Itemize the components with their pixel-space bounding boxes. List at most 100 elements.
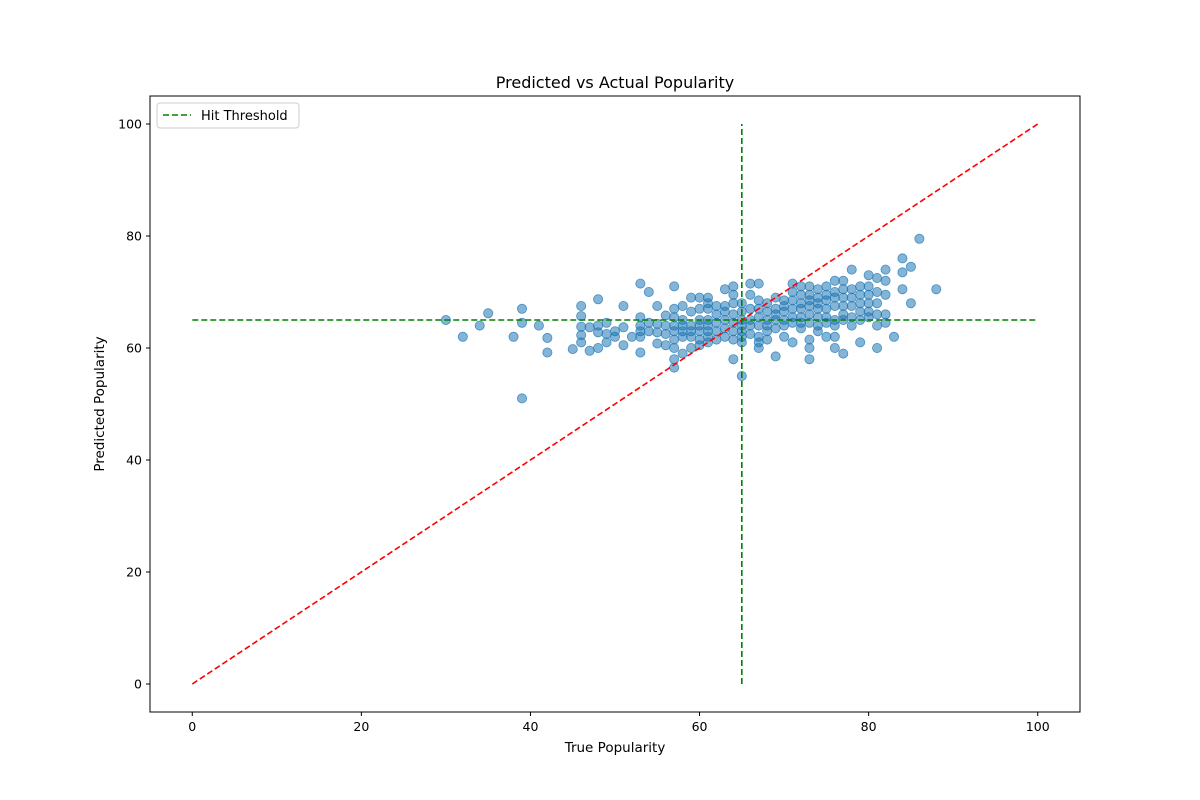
data-point <box>931 284 942 295</box>
data-point <box>618 340 629 351</box>
data-point <box>863 298 874 309</box>
data-point <box>872 320 883 331</box>
data-point <box>745 289 756 300</box>
data-point <box>753 278 764 289</box>
data-point <box>829 300 840 311</box>
data-point <box>762 306 773 317</box>
data-point <box>812 284 823 295</box>
data-point <box>812 326 823 337</box>
data-point <box>576 300 587 311</box>
data-point <box>838 292 849 303</box>
data-point <box>593 342 604 353</box>
data-point <box>846 300 857 311</box>
x-tick-label: 0 <box>188 719 196 734</box>
x-tick-label: 80 <box>861 719 877 734</box>
data-point <box>618 322 629 333</box>
data-point <box>838 284 849 295</box>
data-point <box>517 303 528 314</box>
data-point <box>804 281 815 292</box>
data-point <box>812 303 823 314</box>
data-point <box>889 331 900 342</box>
data-point <box>660 328 671 339</box>
data-point <box>576 337 587 348</box>
legend: Hit Threshold <box>156 102 300 129</box>
data-point <box>872 342 883 353</box>
data-point <box>542 332 553 343</box>
data-point <box>796 303 807 314</box>
data-point <box>905 261 916 272</box>
data-point <box>897 267 908 278</box>
data-point <box>855 289 866 300</box>
data-point <box>474 320 485 331</box>
data-point <box>728 334 739 345</box>
data-point <box>728 354 739 365</box>
data-point <box>846 264 857 275</box>
data-point <box>804 342 815 353</box>
identity-line <box>191 123 1039 685</box>
data-point <box>652 300 663 311</box>
y-tick-label: 40 <box>126 453 142 468</box>
data-point <box>796 323 807 334</box>
data-point <box>660 320 671 331</box>
data-point <box>677 331 688 342</box>
data-point <box>838 300 849 311</box>
data-point <box>669 334 680 345</box>
y-tick-label: 80 <box>126 229 142 244</box>
data-point <box>711 300 722 311</box>
data-point <box>897 284 908 295</box>
chart-title: Predicted vs Actual Popularity <box>496 73 734 92</box>
data-point <box>753 342 764 353</box>
data-point <box>872 309 883 320</box>
data-point <box>745 320 756 331</box>
data-point <box>745 303 756 314</box>
data-point <box>584 322 595 333</box>
data-point <box>669 342 680 353</box>
y-tick-label: 60 <box>126 341 142 356</box>
data-point <box>821 331 832 342</box>
data-point <box>686 342 697 353</box>
x-axis-title: True Popularity <box>564 740 666 756</box>
data-point <box>787 303 798 314</box>
data-point <box>863 281 874 292</box>
data-point <box>872 286 883 297</box>
data-point <box>779 320 790 331</box>
reference-lines <box>191 123 1039 685</box>
data-point <box>745 328 756 339</box>
data-point <box>779 331 790 342</box>
data-point <box>804 300 815 311</box>
data-point <box>669 354 680 365</box>
data-point <box>593 294 604 305</box>
data-point <box>821 295 832 306</box>
data-point <box>669 281 680 292</box>
data-point <box>779 306 790 317</box>
data-point <box>872 298 883 309</box>
data-point <box>821 303 832 314</box>
data-point <box>745 278 756 289</box>
data-point <box>880 289 891 300</box>
data-point <box>635 331 646 342</box>
data-point <box>694 292 705 303</box>
x-tick-label: 20 <box>353 719 369 734</box>
data-point <box>880 275 891 286</box>
y-tick-label: 100 <box>118 117 142 132</box>
data-point <box>677 300 688 311</box>
y-axis-ticks: 0 20 40 60 80 100 <box>118 117 150 692</box>
data-point <box>880 309 891 320</box>
x-tick-label: 40 <box>523 719 539 734</box>
data-point <box>855 281 866 292</box>
data-point <box>846 284 857 295</box>
data-point <box>694 326 705 337</box>
data-point <box>796 289 807 300</box>
data-point <box>711 309 722 320</box>
data-point <box>601 337 612 348</box>
legend-label-hit-threshold: Hit Threshold <box>201 109 288 124</box>
data-point <box>728 281 739 292</box>
data-point <box>517 393 528 404</box>
data-point <box>626 331 637 342</box>
data-points <box>440 233 942 404</box>
data-point <box>728 289 739 300</box>
data-point <box>914 233 925 244</box>
data-point <box>753 295 764 306</box>
data-point <box>652 338 663 349</box>
